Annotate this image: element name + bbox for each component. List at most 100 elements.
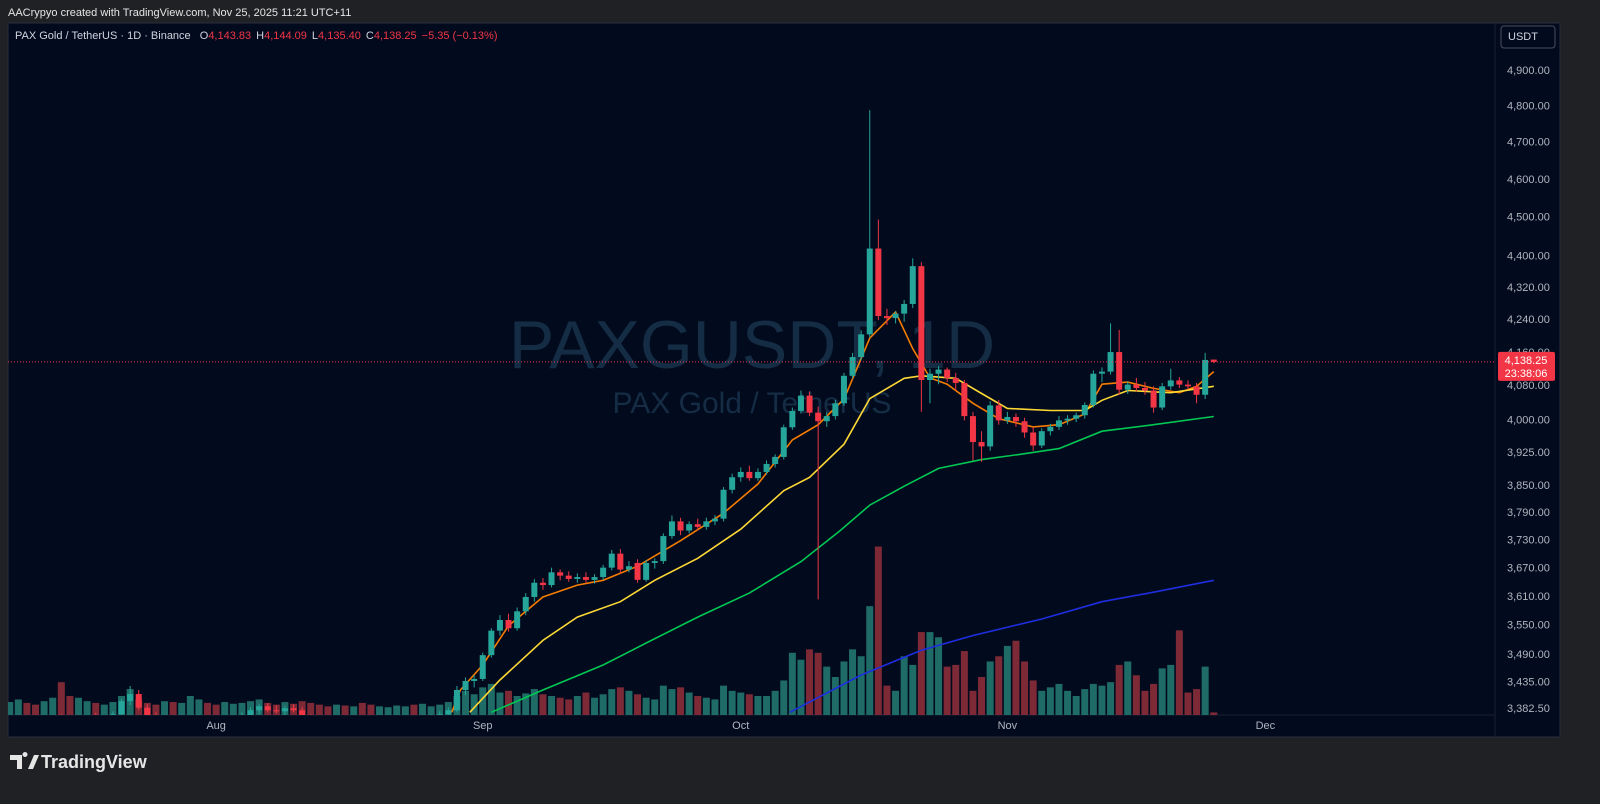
volume-bar — [763, 695, 771, 715]
volume-bar — [487, 683, 495, 715]
candle-body — [866, 248, 873, 335]
candle-body — [574, 577, 581, 579]
volume-bar — [745, 694, 753, 715]
volume-bar — [668, 689, 676, 715]
volume-bar — [883, 685, 891, 715]
y-tick-label: 3,435.00 — [1507, 676, 1550, 688]
volume-bar — [608, 689, 616, 715]
candle-body — [1021, 421, 1028, 433]
volume-bar — [728, 690, 736, 715]
volume-bar — [83, 701, 91, 715]
volume-bar — [1115, 664, 1123, 715]
volume-bar — [462, 690, 470, 715]
candle-body — [892, 313, 899, 319]
candle-body — [1150, 390, 1157, 408]
candle-body — [875, 248, 882, 317]
volume-bar — [152, 704, 160, 715]
volume-bar — [384, 707, 392, 715]
candle-body — [944, 369, 951, 378]
y-tick-label: 4,080.00 — [1507, 380, 1550, 392]
candle-body — [1133, 384, 1140, 389]
candle-body — [926, 373, 933, 380]
volume-bar — [849, 649, 857, 715]
candle-body — [118, 701, 125, 715]
candle-body — [1167, 380, 1174, 387]
candle-body — [746, 471, 753, 479]
volume-bar — [651, 699, 659, 715]
candle-body — [995, 405, 1002, 421]
candle-body — [471, 678, 478, 681]
volume-bar — [677, 687, 685, 715]
ma-line — [469, 374, 1214, 713]
y-tick-label: 4,800.00 — [1507, 101, 1550, 113]
volume-bar — [169, 702, 177, 715]
volume-bar — [186, 695, 194, 715]
candle-body — [849, 357, 856, 376]
candle-body — [978, 442, 985, 447]
volume-bar — [788, 652, 796, 715]
candle-body — [832, 403, 839, 417]
candle-body — [453, 690, 460, 711]
volume-bar — [1141, 690, 1149, 715]
volume-bar — [161, 701, 169, 715]
volume-bar — [66, 695, 74, 715]
candle-body — [488, 630, 495, 656]
volume-bar — [1210, 712, 1218, 715]
candle-body — [436, 714, 443, 715]
candle-body — [651, 561, 658, 563]
volume-bar — [1124, 661, 1132, 715]
volume-bar — [238, 702, 246, 715]
y-tick-label: 3,550.00 — [1507, 620, 1550, 632]
candle-body — [514, 611, 521, 629]
volume-bar — [1150, 683, 1158, 715]
volume-bar — [857, 656, 865, 715]
volume-bar — [917, 632, 925, 715]
volume-bar — [212, 704, 220, 715]
candle-body — [1124, 384, 1131, 390]
axes: 3,382.50 3,435.00 3,490.00 3,550.00 3,610.00… — [8, 65, 1555, 732]
volume-bar — [8, 702, 14, 715]
volume-bar — [926, 632, 934, 715]
watermark-name: PAX Gold / TetherUS — [612, 387, 891, 420]
volume-bar — [943, 666, 951, 715]
y-tick-label: 3,382.50 — [1507, 703, 1550, 715]
volume-bar — [513, 695, 521, 715]
volume-bar — [702, 697, 710, 715]
currency-label[interactable]: USDT — [1508, 31, 1538, 43]
volume-bar — [1038, 690, 1046, 715]
currency-button[interactable] — [1500, 25, 1556, 49]
candle-body — [1141, 388, 1148, 391]
volume-bar — [195, 699, 203, 715]
volume-bar — [548, 695, 556, 715]
candle-body — [582, 577, 589, 580]
credit: AACrypyo created with TradingView.com, N… — [8, 7, 351, 19]
candle-body — [144, 707, 151, 715]
ma-line — [490, 415, 1214, 714]
legend-key: H — [256, 30, 264, 42]
candle-body — [1193, 386, 1200, 395]
brand: TradingView — [41, 752, 148, 772]
y-tick-label: 3,925.00 — [1507, 447, 1550, 459]
candle-body — [969, 416, 976, 443]
candle-body — [660, 536, 667, 562]
volume-bar — [341, 705, 349, 715]
volume-bar — [32, 704, 40, 715]
volume-bar — [333, 704, 341, 715]
candle-body — [522, 596, 529, 612]
y-tick-label: 3,670.00 — [1507, 562, 1550, 574]
volume-bar — [57, 682, 65, 715]
volume-bar — [40, 701, 48, 715]
volume-bar — [599, 694, 607, 715]
volume-bar — [436, 704, 444, 715]
volume-bar — [711, 699, 719, 715]
candle-body — [299, 710, 306, 715]
volume-bar — [505, 690, 513, 715]
countdown: 23:38:06 — [1505, 368, 1548, 380]
volume-bar — [823, 666, 831, 715]
x-tick-label: Oct — [732, 720, 749, 732]
x-tick-label: Dec — [1256, 720, 1276, 732]
volume-bar — [393, 705, 401, 715]
ma-layer — [451, 310, 1215, 714]
volume-bar — [204, 702, 212, 715]
